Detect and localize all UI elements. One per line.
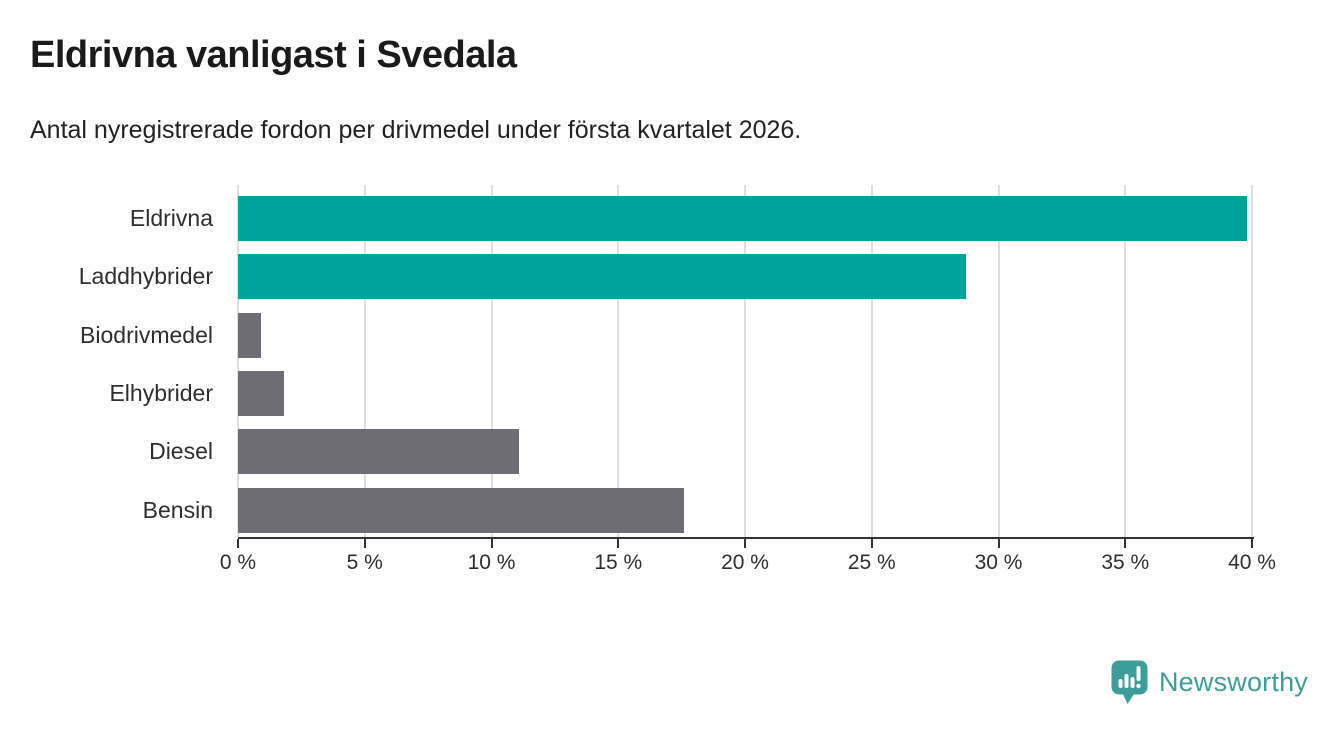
gridline (1251, 185, 1253, 537)
bar-diesel (238, 429, 520, 475)
x-tick-label: 25 % (847, 551, 896, 574)
category-label-biodrivmedel: Biodrivmedel (80, 321, 213, 348)
category-label-elhybrider: Elhybrider (109, 379, 213, 406)
x-tick-label: 0 % (219, 551, 257, 574)
x-tick (744, 539, 746, 548)
bar-laddhybrider (238, 254, 966, 300)
category-label-diesel: Diesel (149, 438, 213, 465)
x-tick (490, 539, 493, 548)
x-tick-label: 5 % (346, 551, 383, 574)
gridline (870, 185, 873, 537)
x-tick-label: 10 % (467, 551, 516, 574)
bar-biodrivmedel (238, 312, 261, 358)
newsworthy-logo-text: Newsworthy (1158, 667, 1308, 697)
x-tick (1124, 539, 1127, 548)
x-tick-label: 20 % (721, 551, 769, 574)
x-tick (997, 539, 1000, 548)
gridline (1124, 185, 1127, 537)
x-tick (1251, 539, 1253, 548)
x-tick (870, 539, 873, 548)
x-axis-line (238, 537, 1254, 539)
bar-eldrivna (238, 196, 1247, 241)
gridline (237, 185, 239, 537)
x-tick (617, 539, 620, 548)
category-label-eldrivna: Eldrivna (129, 205, 213, 231)
category-label-bensin: Bensin (142, 496, 213, 523)
x-tick (237, 539, 239, 548)
bar-elhybrider (238, 370, 284, 416)
x-tick-label: 15 % (594, 551, 643, 574)
category-label-laddhybrider: Laddhybrider (78, 263, 213, 290)
gridline (490, 185, 493, 537)
gridline (363, 185, 366, 537)
chart-subtitle: Antal nyregistrerade fordon per drivmede… (30, 116, 802, 144)
gridline (997, 185, 1000, 537)
x-tick (363, 539, 366, 548)
x-tick-label: 35 % (1101, 551, 1150, 574)
newsworthy-logo: Newsworthy (1111, 660, 1308, 705)
x-tick-label: 30 % (974, 551, 1023, 574)
plot-area (237, 185, 1253, 537)
gridline (744, 185, 746, 537)
bar-bensin (238, 487, 685, 533)
gridline (617, 185, 620, 537)
newsworthy-logo-icon (1111, 660, 1148, 704)
x-tick-label: 40 % (1228, 551, 1276, 574)
chart-title: Eldrivna vanligast i Svedala (30, 34, 517, 76)
